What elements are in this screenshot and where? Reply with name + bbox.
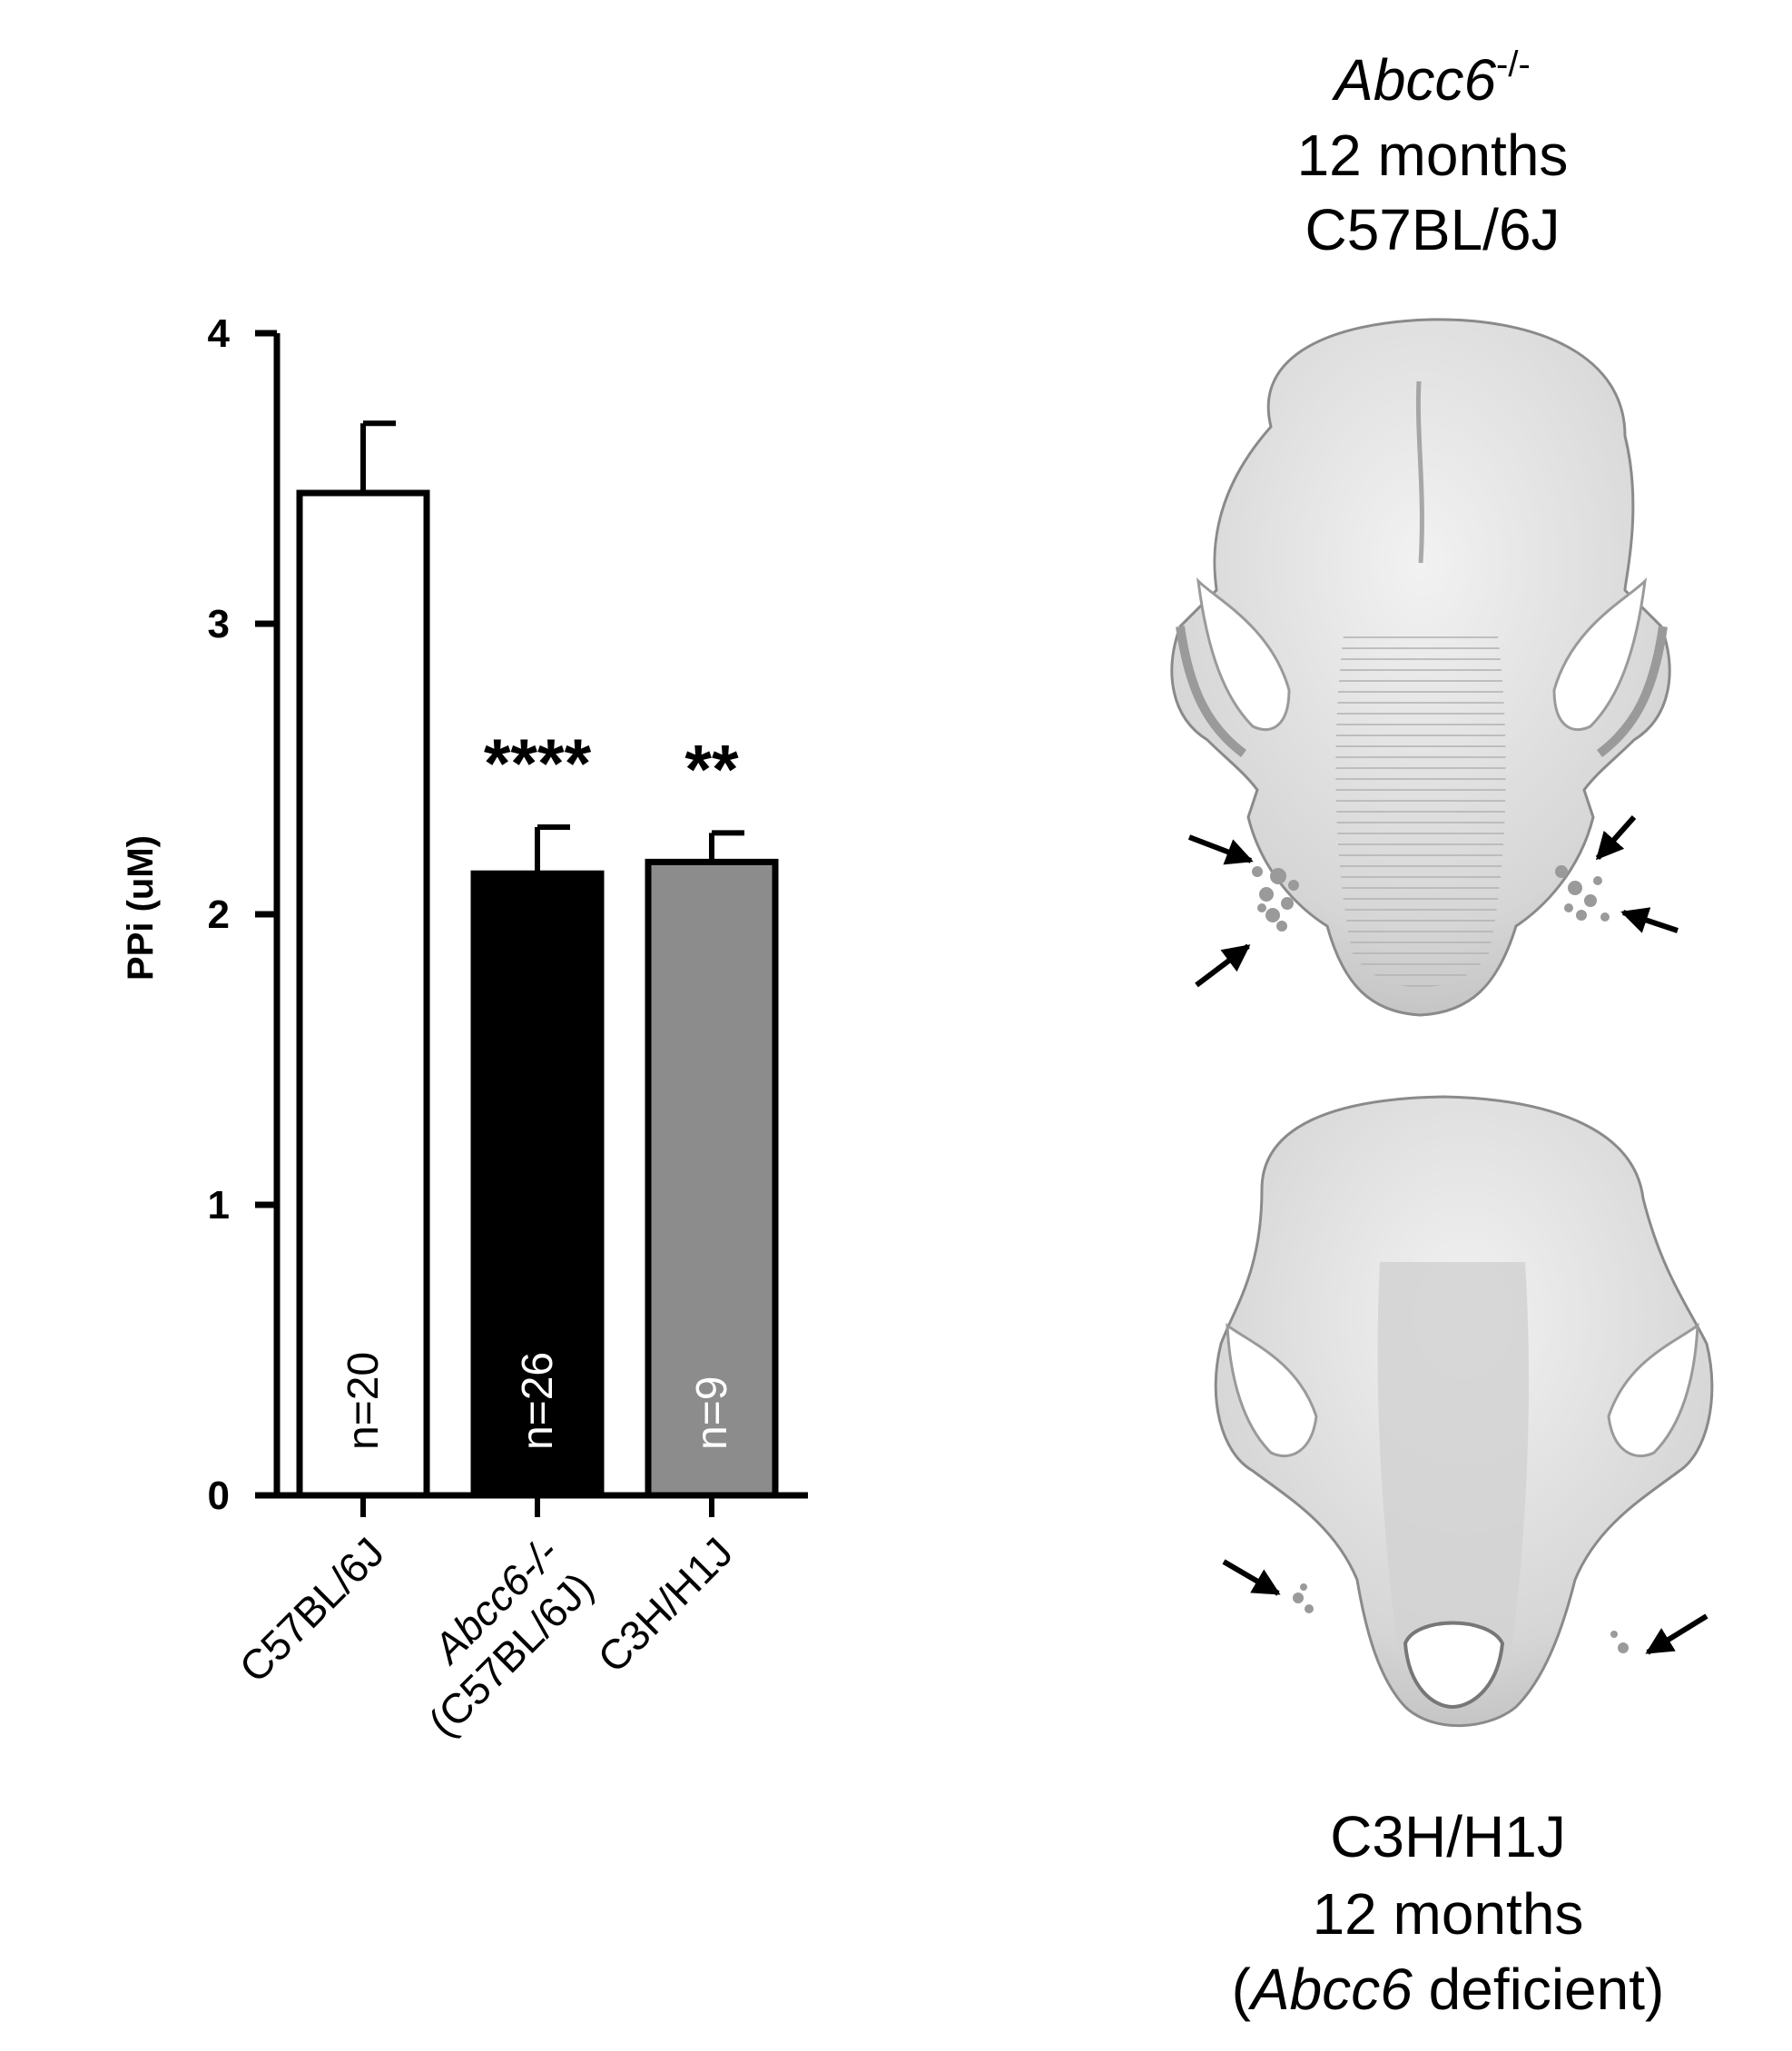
bottom-skull-panel: C3H/H1J 12 months (Abcc6 deficient) xyxy=(1214,1095,1714,2022)
significance-label: **** xyxy=(484,725,592,803)
x-tick-label: Abcc6-/-(C57BL/6J) xyxy=(385,1528,602,1745)
skull-bottom-snout xyxy=(1377,1262,1530,1680)
skull-image-top xyxy=(1170,318,1679,1017)
arrow-icon xyxy=(1195,943,1251,988)
x-ticks: C57BL/6J Abcc6-/-(C57BL/6J)C3H/H1J xyxy=(230,1495,742,1746)
bar xyxy=(470,870,605,1499)
x-tick-label: C57BL/6J xyxy=(230,1528,393,1691)
top-panel-title-line1: Abcc6-/- xyxy=(1331,44,1531,113)
arrow-icon xyxy=(1620,907,1679,933)
y-tick-label: 3 xyxy=(208,602,230,646)
x-tick-label-line: C57BL/6J xyxy=(230,1528,393,1691)
skull-top-right-orbit xyxy=(1552,577,1648,732)
skull-bottom-left-orbit xyxy=(1226,1322,1318,1458)
bottom-panel-caption-line1: C3H/H1J xyxy=(1330,1804,1566,1869)
arrow-icon xyxy=(1222,1559,1281,1596)
skull-top-suture xyxy=(1415,380,1424,564)
y-ticks: 0 1 2 3 4 xyxy=(208,311,277,1518)
y-tick-label: 2 xyxy=(208,892,230,937)
y-tick-label: 1 xyxy=(208,1183,230,1228)
bottom-panel-caption-line3: (Abcc6 deficient) xyxy=(1232,1957,1665,2022)
skull-image-bottom xyxy=(1214,1095,1714,1728)
x-tick-label-line: C3H/H1J xyxy=(588,1528,742,1681)
skull-bottom-right-orbit xyxy=(1607,1322,1699,1458)
arrows-bottom xyxy=(1222,1559,1708,1655)
calcification-deposits-top xyxy=(1252,865,1610,932)
y-tick-label: 0 xyxy=(208,1474,230,1518)
top-panel-title-line2: 12 months xyxy=(1297,123,1569,188)
n-label: n=9 xyxy=(688,1376,736,1450)
skull-top-left-arch xyxy=(1176,626,1247,757)
top-skull-panel: Abcc6-/- 12 months C57BL/6J xyxy=(1170,44,1679,1017)
arrow-icon xyxy=(1595,815,1637,861)
bars-layer xyxy=(296,420,779,1499)
arrows-top xyxy=(1187,815,1679,988)
calcification-deposits-bottom xyxy=(1293,1583,1629,1653)
significance-label: ** xyxy=(684,731,739,808)
y-axis-title: PPi (uM) xyxy=(121,835,161,981)
y-tick-label: 4 xyxy=(208,311,231,356)
skull-bottom-incisors xyxy=(1403,1621,1505,1710)
arrow-icon xyxy=(1645,1613,1708,1655)
skull-top-snout xyxy=(1335,636,1506,988)
bar-labels: n=20 n=26 **** n=9 ** xyxy=(340,725,739,1450)
x-tick-label: C3H/H1J xyxy=(588,1528,742,1681)
arrow-icon xyxy=(1187,834,1254,865)
n-label: n=26 xyxy=(514,1352,562,1450)
skull-top-left-orbit xyxy=(1196,577,1291,732)
n-label: n=20 xyxy=(340,1352,388,1450)
top-panel-title-line3: C57BL/6J xyxy=(1305,197,1560,262)
bar xyxy=(296,489,430,1499)
bottom-panel-caption-line2: 12 months xyxy=(1313,1881,1584,1947)
skull-top-right-arch xyxy=(1596,626,1668,757)
